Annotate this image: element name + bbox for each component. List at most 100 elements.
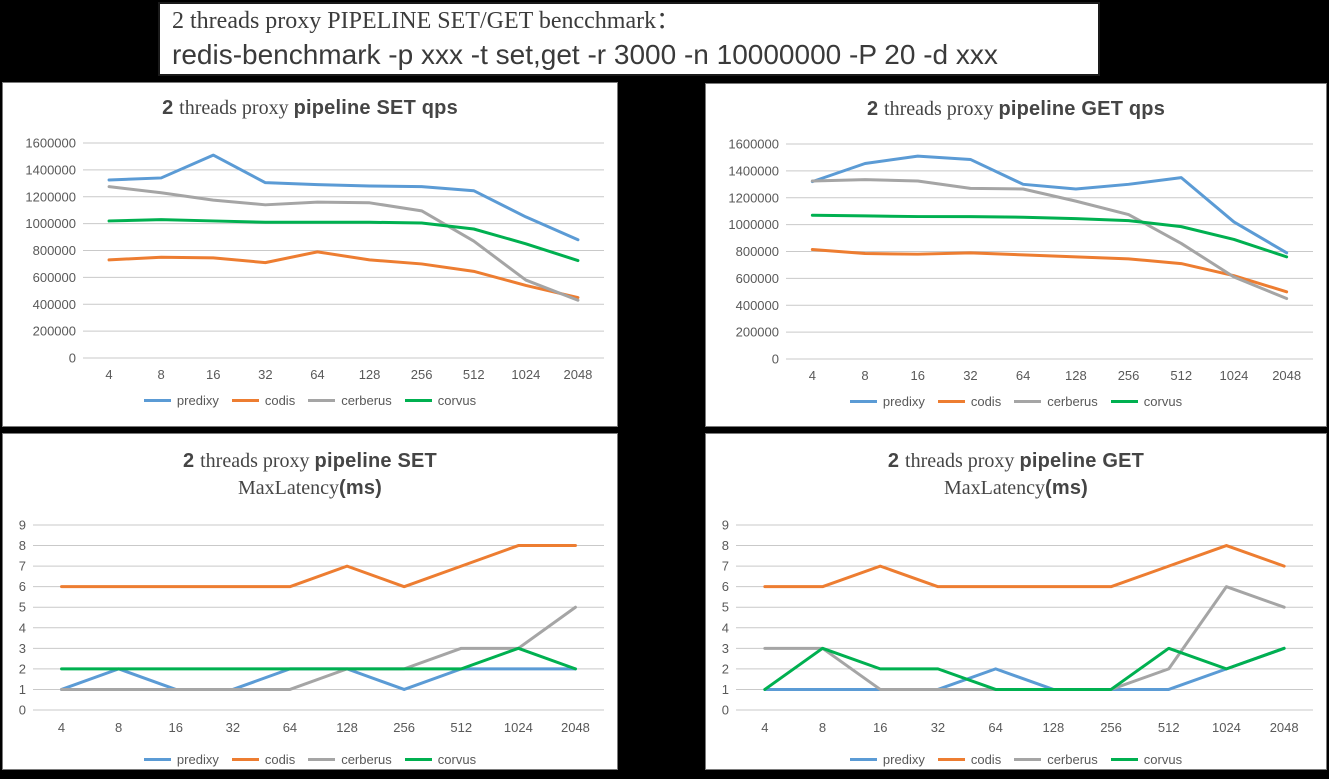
- y-axis-labels: 0 1 2 3 4 5 6 7 8 9: [19, 518, 26, 718]
- y-tick-label: 7: [722, 559, 729, 574]
- legend-swatch-cerberus: [308, 757, 336, 762]
- chart-title-fragment: threads proxy: [179, 97, 294, 119]
- chart-title-fragment: pipeline SET: [314, 450, 437, 472]
- y-tick-label: 1: [722, 682, 729, 697]
- legend-label-codis: codis: [970, 394, 1002, 409]
- chart-title-fragment: pipeline GET qps: [998, 98, 1166, 120]
- x-tick-label: 2048: [563, 367, 592, 382]
- x-tick-label: 1024: [1212, 720, 1241, 735]
- chart-title-line: 2 threads proxy pipeline GET qps: [706, 96, 1326, 123]
- legend-swatch-predixy: [849, 757, 877, 762]
- y-tick-label: 3: [19, 641, 26, 656]
- x-tick-label: 32: [226, 720, 240, 735]
- chart-panel-get-maxlatency: 2 threads proxy pipeline GET MaxLatency(m…: [705, 433, 1327, 770]
- x-tick-label: 256: [411, 367, 433, 382]
- y-tick-label: 6: [722, 579, 729, 594]
- y-tick-label: 5: [722, 600, 729, 615]
- x-tick-label: 2048: [561, 720, 590, 735]
- x-tick-label: 16: [169, 720, 183, 735]
- legend-item-predixy: predixy: [143, 393, 219, 408]
- x-tick-label: 512: [1170, 368, 1192, 383]
- y-tick-label: 5: [19, 600, 26, 615]
- benchmark-title: 2 threads proxy PIPELINE SET/GET bencchm…: [172, 8, 681, 34]
- x-tick-label: 512: [450, 720, 472, 735]
- legend-item-predixy: predixy: [143, 752, 219, 767]
- series-line-corvus: [60, 646, 577, 671]
- legend-label-corvus: corvus: [437, 393, 477, 408]
- y-tick-label: 0: [69, 351, 76, 366]
- chart-title-fragment: 2: [162, 97, 180, 119]
- x-tick-label: 2048: [1270, 720, 1299, 735]
- series-line-predixy: [810, 154, 1289, 255]
- y-tick-label: 200000: [736, 325, 779, 340]
- legend-label-cerberus: cerberus: [341, 752, 392, 767]
- x-tick-label: 64: [310, 367, 324, 382]
- set-qps-legend: predixy codis cerberus corvus: [3, 393, 617, 408]
- y-tick-label: 4: [19, 620, 26, 635]
- y-tick-label: 1000000: [25, 216, 76, 231]
- get-qps-plot: 0 200000 400000 600000 800000 1000000 1200000 1…: [728, 137, 1313, 383]
- y-axis-labels: 0 200000 400000 600000 800000 1000000 1200000 1…: [728, 137, 779, 367]
- series-line-predixy: [107, 153, 580, 242]
- x-axis-labels: 4 8 16 32 64 128 256 512 1024 2048: [761, 720, 1298, 735]
- chart-panel-get-qps: 2 threads proxy pipeline GET qps 0 200000 4…: [705, 83, 1327, 427]
- set-qps-plot: 0 200000 400000 600000 800000 1000000 1200000 1…: [25, 136, 604, 382]
- legend-swatch-codis: [231, 757, 259, 762]
- chart-title-fragment: 2: [866, 98, 885, 120]
- x-tick-label: 64: [283, 720, 297, 735]
- benchmark-title-box: 2 threads proxy PIPELINE SET/GET bencchm…: [158, 2, 1100, 76]
- chart-title-fragment: pipeline GET: [1019, 450, 1145, 472]
- legend-swatch-codis: [231, 398, 259, 403]
- y-tick-label: 1000000: [728, 217, 779, 232]
- y-tick-label: 9: [19, 518, 26, 533]
- get-qps-title: 2 threads proxy pipeline GET qps: [706, 96, 1326, 123]
- legend-label-cerberus: cerberus: [1047, 752, 1098, 767]
- y-tick-label: 1400000: [728, 163, 779, 178]
- x-tick-label: 8: [115, 720, 122, 735]
- x-tick-label: 128: [1065, 368, 1087, 383]
- set-maxlatency-plot: 0 1 2 3 4 5 6 7 8 9 4 8 16 32 64 128 256 512 1024 2048: [19, 518, 604, 735]
- legend-swatch-corvus: [1110, 399, 1138, 404]
- y-tick-label: 0: [19, 703, 26, 718]
- legend-label-predixy: predixy: [882, 394, 925, 409]
- legend-item-corvus: corvus: [1110, 752, 1183, 767]
- get-maxlatency-plot: 0 1 2 3 4 5 6 7 8 9 4 8 16 32 64 128 256 512 1024 2048: [722, 518, 1313, 735]
- y-tick-label: 1200000: [728, 190, 779, 205]
- legend-swatch-cerberus: [1014, 757, 1042, 762]
- x-tick-label: 1024: [1219, 368, 1248, 383]
- x-tick-label: 1024: [511, 367, 540, 382]
- x-axis-labels: 4 8 16 32 64 128 256 512 1024 2048: [58, 720, 590, 735]
- gridlines: [786, 143, 1313, 360]
- chart-title-line: MaxLatency(ms): [3, 475, 617, 502]
- legend-item-predixy: predixy: [849, 394, 925, 409]
- legend-label-cerberus: cerberus: [1047, 394, 1098, 409]
- y-axis-labels: 0 200000 400000 600000 800000 1000000 1200000 1…: [25, 136, 76, 366]
- series-line-cerberus: [107, 185, 580, 302]
- chart-title-fragment: MaxLatency: [943, 477, 1046, 499]
- y-tick-label: 400000: [736, 298, 779, 313]
- chart-title-fragment: MaxLatency: [237, 477, 340, 499]
- legend-label-corvus: corvus: [1143, 394, 1183, 409]
- series-line-codis: [60, 544, 577, 589]
- gridlines: [33, 524, 604, 711]
- legend-item-cerberus: cerberus: [1014, 752, 1098, 767]
- x-tick-label: 64: [1016, 368, 1030, 383]
- chart-title-line: 2 threads proxy pipeline SET qps: [3, 95, 617, 122]
- series-line-codis: [107, 250, 580, 300]
- x-tick-label: 16: [206, 367, 220, 382]
- legend-swatch-predixy: [849, 399, 877, 404]
- legend-swatch-corvus: [1110, 757, 1138, 762]
- legend-label-corvus: corvus: [1143, 752, 1183, 767]
- legend-label-corvus: corvus: [437, 752, 477, 767]
- get-maxlatency-legend: predixy codis cerberus corvus: [706, 752, 1326, 767]
- chart-title-fragment: (ms): [1045, 477, 1089, 499]
- legend-item-codis: codis: [937, 394, 1002, 409]
- get-qps-legend: predixy codis cerberus corvus: [706, 394, 1326, 409]
- legend-item-cerberus: cerberus: [308, 752, 392, 767]
- chart-title-fragment: threads proxy: [905, 450, 1020, 472]
- x-tick-label: 32: [931, 720, 945, 735]
- y-tick-label: 0: [772, 352, 779, 367]
- legend-item-codis: codis: [937, 752, 1001, 767]
- x-tick-label: 8: [158, 367, 165, 382]
- x-tick-label: 4: [58, 720, 65, 735]
